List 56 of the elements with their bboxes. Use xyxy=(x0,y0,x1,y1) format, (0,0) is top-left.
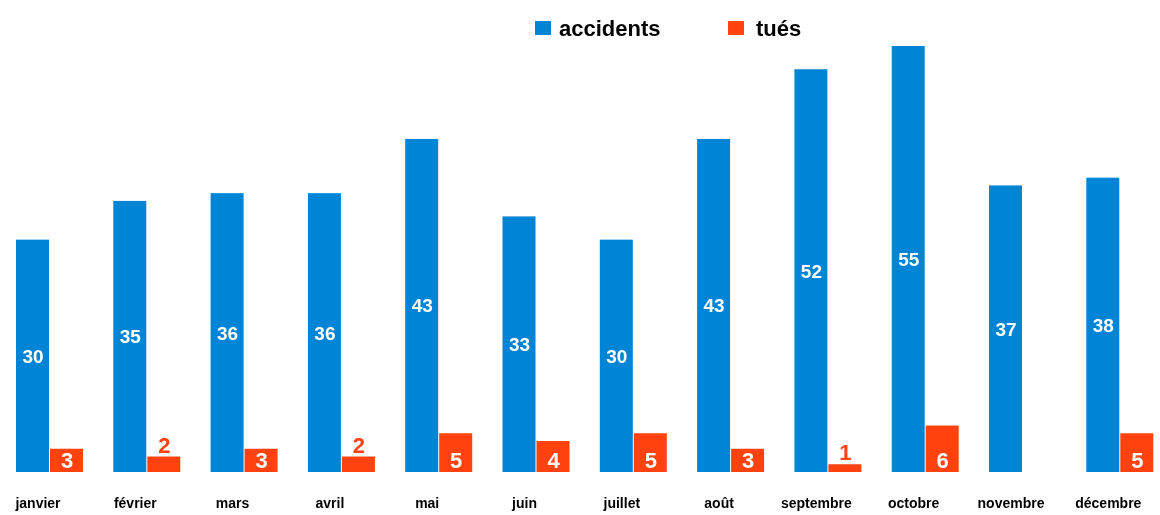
x-tick-label: juillet xyxy=(602,495,641,511)
data-label: 3 xyxy=(60,448,74,473)
x-tick-label: avril xyxy=(315,495,345,511)
data-label: 2 xyxy=(158,432,171,458)
bar xyxy=(307,193,341,472)
bar xyxy=(989,185,1022,472)
data-label: 5 xyxy=(1131,448,1144,473)
data-label: 36 xyxy=(217,322,239,344)
bar xyxy=(891,46,925,472)
bar xyxy=(16,239,49,472)
bar xyxy=(341,456,375,472)
legend-label: tués xyxy=(756,16,802,41)
x-tick-label: septembre xyxy=(780,495,853,511)
data-label: 4 xyxy=(547,448,561,473)
data-label: 43 xyxy=(411,295,433,317)
bar xyxy=(599,239,633,472)
legend-label: accidents xyxy=(559,16,661,41)
x-tick-label: juin xyxy=(511,495,537,511)
data-label: 3 xyxy=(255,448,268,473)
x-tick-label: décembre xyxy=(1075,495,1142,511)
bar xyxy=(697,138,731,472)
data-label: 5 xyxy=(450,448,463,473)
bar xyxy=(210,193,244,472)
bar xyxy=(502,216,536,472)
x-tick-label: août xyxy=(704,495,735,511)
data-label: 35 xyxy=(119,326,142,348)
data-label: 36 xyxy=(314,322,336,344)
data-label: 3 xyxy=(741,448,755,473)
x-tick-label: novembre xyxy=(977,495,1045,511)
data-label: 43 xyxy=(703,295,725,317)
x-tick-label: février xyxy=(113,495,158,511)
bar xyxy=(439,433,473,472)
x-tick-label: mai xyxy=(415,495,440,511)
bar xyxy=(828,464,862,472)
data-label: 5 xyxy=(644,448,657,473)
bar xyxy=(405,138,439,472)
data-label: 38 xyxy=(1092,314,1114,336)
bar xyxy=(1086,177,1120,472)
bar xyxy=(633,433,667,472)
bar xyxy=(113,200,147,472)
data-label: 30 xyxy=(22,345,44,367)
bar xyxy=(925,425,959,472)
data-label: 6 xyxy=(936,448,949,473)
x-tick-label: janvier xyxy=(14,495,62,511)
data-label: 30 xyxy=(606,345,628,367)
x-tick-label: octobre xyxy=(888,495,940,511)
bar xyxy=(1120,433,1154,472)
bar xyxy=(147,456,181,472)
data-label: 52 xyxy=(800,260,822,282)
x-tick-label: mars xyxy=(215,495,250,511)
data-label: 55 xyxy=(898,249,920,270)
data-label: 2 xyxy=(352,432,366,458)
data-label: 33 xyxy=(508,334,531,356)
data-label: 37 xyxy=(995,318,1017,340)
data-label: 1 xyxy=(839,440,852,466)
bar xyxy=(794,69,828,472)
